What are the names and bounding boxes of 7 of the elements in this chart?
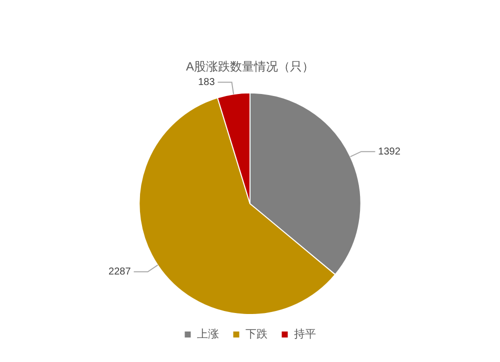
data-label: 1392 [378,146,401,158]
data-label: 2287 [108,266,132,278]
legend-label: 下跌 [245,328,268,341]
legend-label: 上涨 [196,328,219,341]
legend-label: 持平 [294,328,316,341]
data-label: 183 [198,77,216,88]
chart-title: A股涨跌数量情况（只） [186,60,314,74]
